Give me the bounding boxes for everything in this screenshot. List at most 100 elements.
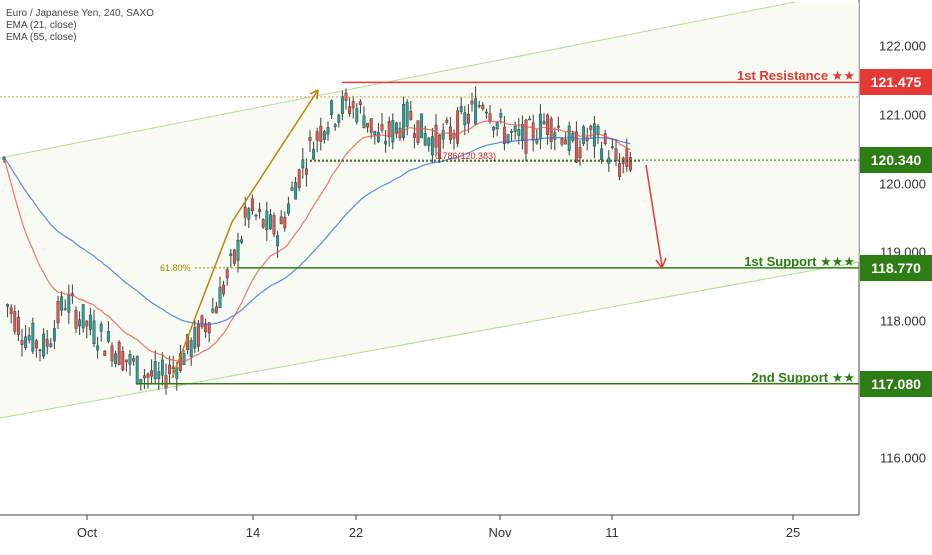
- candle-body: [456, 110, 460, 144]
- candle-body: [484, 111, 488, 114]
- candle-body: [254, 214, 258, 217]
- candle-body: [27, 335, 31, 341]
- channel-fill: [0, 2, 859, 418]
- price-tick-label: 121.000: [879, 107, 926, 123]
- candle-body: [355, 108, 359, 123]
- candle-body: [45, 339, 49, 347]
- candle-body: [409, 111, 413, 120]
- candle-body: [348, 106, 352, 115]
- candle-body: [49, 343, 53, 347]
- candle-body: [614, 148, 618, 161]
- chart-legend: Euro / Japanese Yen, 240, SAXO EMA (21, …: [6, 8, 154, 44]
- candle-body: [564, 139, 568, 145]
- candle-body: [618, 163, 622, 177]
- candle-body: [351, 101, 355, 109]
- candle-body: [229, 253, 233, 257]
- candle-body: [502, 126, 506, 145]
- candle-body: [240, 239, 244, 243]
- candle-body: [466, 114, 470, 124]
- candle-body: [474, 98, 478, 125]
- candle-body: [625, 148, 629, 167]
- candle-body: [434, 124, 438, 148]
- candle-body: [402, 104, 406, 139]
- candle-body: [88, 314, 92, 330]
- candle-body: [222, 284, 226, 295]
- legend-ema21: EMA (21, close): [6, 20, 77, 31]
- price-tick-label: 120.000: [879, 176, 926, 191]
- candle-body: [225, 269, 229, 279]
- candle-body: [153, 361, 157, 380]
- candle-body: [286, 203, 290, 214]
- candle-body: [549, 118, 553, 142]
- candle-body: [337, 114, 341, 123]
- candle-body: [200, 315, 204, 328]
- candle-body: [78, 319, 82, 327]
- candle-body: [596, 125, 600, 136]
- candle-body: [326, 127, 330, 135]
- candle-body: [283, 217, 287, 229]
- candle-body: [60, 296, 64, 311]
- time-tick-label: Oct: [76, 525, 98, 540]
- candle-body: [322, 131, 326, 140]
- candle-body: [452, 133, 456, 139]
- time-tick-label: 22: [348, 525, 364, 540]
- candle-body: [236, 239, 240, 261]
- candle-body: [132, 358, 136, 362]
- candle-body: [189, 340, 193, 357]
- candle-body: [542, 121, 546, 124]
- price-badge: 117.080: [860, 370, 932, 397]
- impulse-arrow: [171, 89, 319, 379]
- candle-body: [546, 114, 550, 135]
- candle-body: [193, 327, 197, 349]
- candle-body: [38, 349, 42, 352]
- candle-body: [477, 105, 481, 107]
- candle-body: [470, 100, 474, 105]
- price-tick-label: 116.000: [879, 450, 926, 466]
- fib-618-label: 61.80%: [160, 262, 191, 273]
- candle-body: [301, 159, 305, 169]
- candle-body: [438, 134, 442, 160]
- channel-upper-line: [0, 1, 796, 159]
- candle-body: [106, 331, 110, 342]
- candle-body: [114, 353, 118, 364]
- candle-body: [610, 146, 614, 149]
- candle-body: [506, 134, 510, 144]
- candle-body: [556, 125, 560, 128]
- candle-body: [85, 320, 89, 327]
- candle-body: [376, 132, 380, 143]
- candle-body: [463, 112, 467, 126]
- candle-body: [589, 125, 593, 130]
- candle-body: [416, 120, 420, 144]
- candle-body: [279, 216, 283, 225]
- candle-body: [524, 119, 528, 154]
- legend-symbol: Euro / Japanese Yen, 240, SAXO: [6, 8, 154, 19]
- candle-body: [578, 147, 582, 159]
- candle-body: [81, 304, 85, 329]
- time-tick-label: 14: [245, 525, 261, 540]
- candle-body: [110, 345, 114, 362]
- candle-body: [315, 131, 319, 141]
- channel-lower-line: [0, 261, 860, 419]
- ema55-line: [3, 136, 631, 325]
- candle-body: [499, 113, 503, 118]
- candle-body: [117, 341, 121, 365]
- candle-body: [373, 130, 377, 136]
- candle-body: [34, 340, 38, 349]
- candle-body: [124, 359, 128, 363]
- candle-body: [574, 131, 578, 163]
- candle-body: [517, 129, 521, 136]
- candle-body: [128, 354, 132, 365]
- price-badge: 118.770: [860, 254, 932, 281]
- candle-body: [384, 140, 388, 145]
- level-label: 2nd Support ★★: [751, 369, 855, 385]
- candle-body: [150, 370, 154, 377]
- candle-body: [423, 133, 427, 146]
- candle-body: [420, 113, 424, 139]
- candle-body: [538, 113, 542, 140]
- candle-body: [304, 168, 308, 175]
- candle-body: [366, 122, 370, 128]
- candle-body: [391, 120, 395, 143]
- candle-body: [9, 307, 13, 315]
